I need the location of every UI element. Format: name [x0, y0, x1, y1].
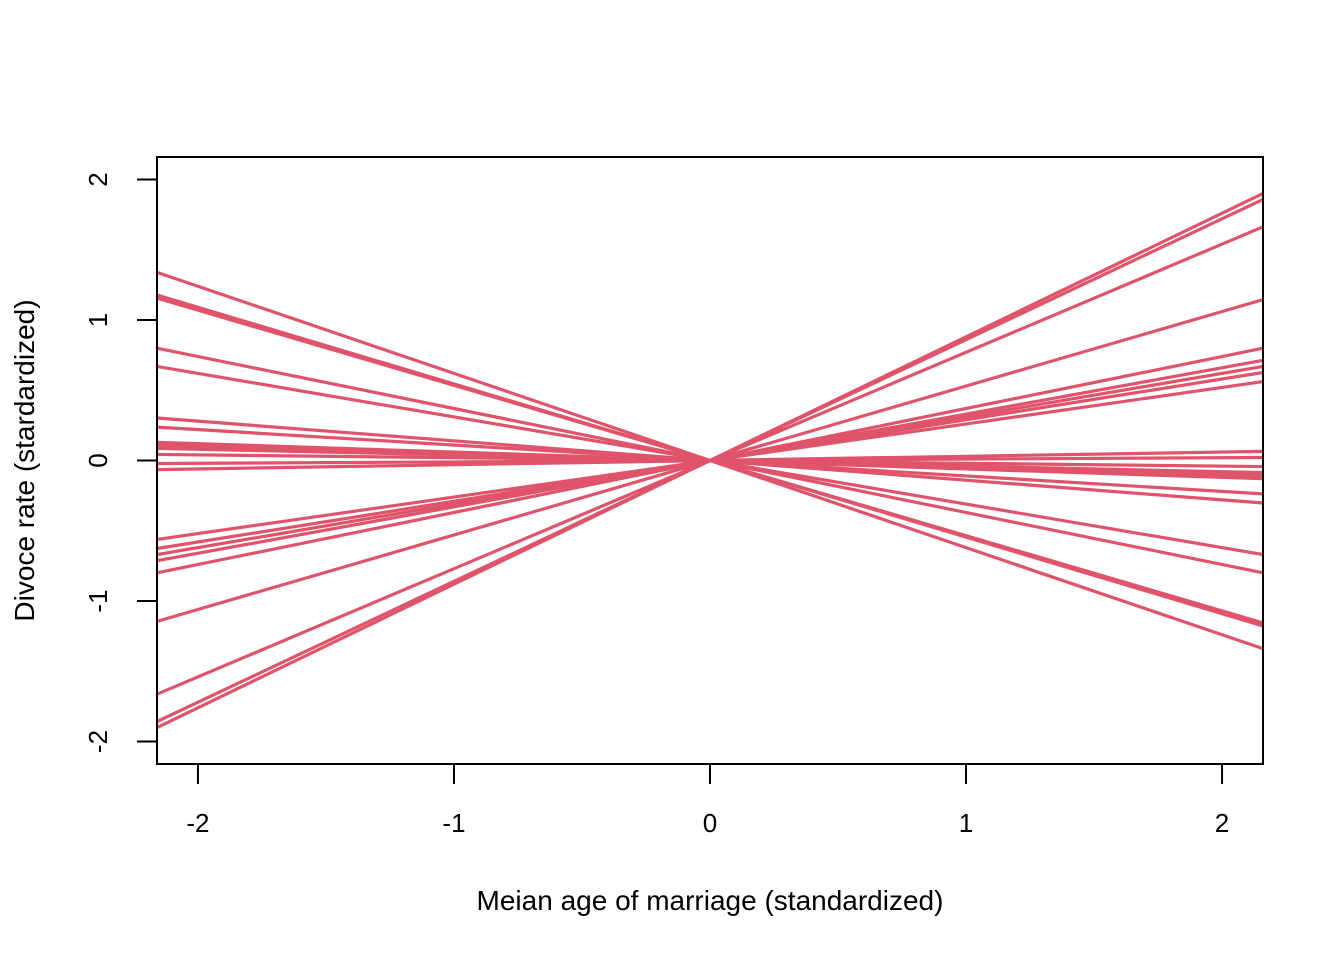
x-tick-label: 0: [703, 808, 717, 838]
y-tick-label: -2: [83, 730, 113, 753]
y-axis-title: Divoce rate (stardardized): [9, 299, 40, 621]
series-lines: [156, 191, 1264, 730]
x-tick-label: -2: [186, 808, 209, 838]
y-tick-label: 1: [83, 313, 113, 327]
y-tick-label: -1: [83, 589, 113, 612]
y-axis: -2 -1 0 1 2: [83, 172, 158, 753]
x-tick-label: 1: [959, 808, 973, 838]
x-tick-label: 2: [1215, 808, 1229, 838]
series-line-22: [156, 270, 1264, 651]
y-tick-label: 0: [83, 453, 113, 467]
x-axis: -2 -1 0 1 2: [186, 763, 1229, 838]
x-axis-title: Meian age of marriage (standardized): [477, 885, 944, 916]
x-tick-label: -1: [442, 808, 465, 838]
y-tick-label: 2: [83, 172, 113, 186]
